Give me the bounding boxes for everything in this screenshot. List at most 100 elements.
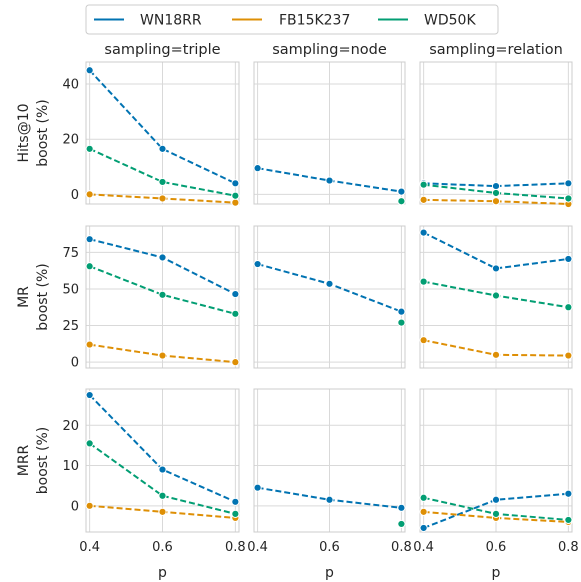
data-point-wn18rr — [564, 254, 573, 264]
data-point-fb15k237 — [419, 336, 428, 345]
data-point-wd50k — [397, 197, 406, 206]
data-point-wn18rr — [419, 523, 428, 533]
series-line-wd50k — [89, 147, 236, 197]
y-tick-label: 50 — [62, 282, 79, 297]
data-point-wn18rr — [325, 495, 334, 504]
data-point-wn18rr — [253, 483, 262, 492]
data-point-wd50k — [158, 290, 167, 299]
panel-frame — [85, 225, 240, 369]
data-point-wd50k — [564, 515, 573, 525]
data-point-wd50k — [397, 519, 406, 529]
data-point-fb15k237 — [158, 194, 167, 203]
data-point-wn18rr — [85, 390, 94, 400]
y-tick-label: 10 — [62, 459, 79, 474]
panel-mr-sampling-node — [253, 225, 406, 369]
data-point-fb15k237 — [564, 351, 573, 360]
x-tick-label: 0.4 — [413, 540, 434, 555]
y-tick-label: 0 — [71, 499, 79, 514]
data-point-wn18rr — [158, 144, 167, 153]
data-point-wd50k — [158, 491, 167, 500]
data-point-wn18rr — [491, 181, 501, 191]
panel-hits-10-sampling-triple — [85, 61, 240, 207]
x-tick-label: 0.8 — [391, 540, 412, 555]
data-point-fb15k237 — [419, 195, 428, 204]
data-point-wd50k — [491, 188, 501, 198]
column-title-sampling-triple: sampling=triple — [104, 42, 220, 58]
y-tick-label: 25 — [62, 319, 79, 334]
y-tick-label: 0 — [71, 356, 79, 371]
x-tick-label: 0.6 — [152, 540, 173, 555]
y-tick-label: 0 — [71, 188, 79, 203]
legend-frame — [85, 4, 499, 35]
y-tick-label: 20 — [62, 419, 79, 434]
data-point-fb15k237 — [158, 507, 167, 516]
panel-grid: sampling=triple sampling=node sampling=rel… — [16, 42, 579, 581]
data-point-wn18rr — [325, 176, 334, 185]
data-point-fb15k237 — [231, 198, 240, 207]
panel-frame — [253, 225, 406, 369]
series-line-wn18rr — [423, 231, 569, 270]
data-point-wd50k — [419, 180, 428, 189]
panel-mrr-sampling-node — [253, 388, 406, 533]
y-axis-label-mr: MR boost (%) — [16, 263, 51, 330]
data-point-wn18rr — [397, 503, 406, 512]
data-point-wd50k — [491, 291, 501, 300]
column-title-sampling-relation: sampling=relation — [429, 42, 563, 58]
data-point-fb15k237 — [491, 197, 501, 206]
data-point-wd50k — [397, 318, 406, 327]
data-point-wd50k — [85, 144, 94, 153]
data-point-wd50k — [231, 191, 240, 200]
y-axis-label-hits-10: Hits@10 boost (%) — [16, 99, 51, 166]
data-point-wn18rr — [231, 289, 240, 299]
data-point-fb15k237 — [419, 507, 428, 516]
legend-label-wd50k: WD50K — [424, 13, 476, 29]
legend-entry-fb15k237: FB15K237 — [232, 13, 350, 29]
panel-hits-10-sampling-node — [253, 61, 406, 206]
panel-frame — [85, 388, 240, 533]
data-point-wn18rr — [397, 307, 406, 316]
series-line-wd50k — [89, 442, 236, 515]
data-point-fb15k237 — [85, 340, 94, 349]
legend-entry-wd50k: WD50K — [378, 13, 476, 29]
data-point-fb15k237 — [85, 501, 94, 510]
x-axis-label: p — [492, 565, 501, 581]
column-title-sampling-node: sampling=node — [272, 42, 387, 58]
data-point-wn18rr — [491, 264, 501, 273]
legend-entry-wn18rr: WN18RR — [94, 13, 202, 29]
data-point-wn18rr — [419, 228, 428, 237]
data-point-wd50k — [85, 439, 94, 448]
data-point-wd50k — [491, 509, 501, 518]
data-point-wd50k — [158, 177, 167, 187]
data-point-wn18rr — [564, 489, 573, 498]
data-point-fb15k237 — [158, 351, 167, 360]
data-point-fb15k237 — [85, 190, 94, 199]
data-point-wn18rr — [158, 253, 167, 262]
data-point-wn18rr — [85, 66, 94, 75]
legend-label-wn18rr: WN18RR — [140, 13, 202, 29]
panel-frame — [419, 388, 573, 533]
data-point-wn18rr — [231, 179, 240, 188]
data-point-wd50k — [419, 277, 428, 286]
legend: WN18RR FB15K237 WD50K — [85, 4, 499, 35]
legend-label-fb15k237: FB15K237 — [279, 13, 350, 29]
data-point-wn18rr — [491, 495, 501, 504]
panel-frame — [253, 388, 406, 533]
data-point-wd50k — [231, 309, 240, 318]
data-point-wd50k — [85, 262, 94, 271]
data-point-wn18rr — [253, 164, 262, 173]
x-tick-label: 0.6 — [486, 540, 507, 555]
data-point-wd50k — [419, 493, 428, 502]
panel-frame — [85, 61, 240, 205]
x-tick-label: 0.8 — [225, 540, 246, 555]
data-point-wn18rr — [397, 187, 406, 196]
data-point-wn18rr — [564, 179, 573, 188]
x-tick-label: 0.6 — [319, 540, 340, 555]
data-point-wd50k — [231, 509, 240, 518]
x-axis-label: p — [325, 565, 334, 581]
series-line-wd50k — [89, 265, 236, 315]
panel-frame — [419, 225, 573, 369]
data-point-wn18rr — [231, 497, 240, 506]
x-axis-label: p — [158, 565, 167, 581]
y-tick-label: 20 — [62, 133, 79, 148]
